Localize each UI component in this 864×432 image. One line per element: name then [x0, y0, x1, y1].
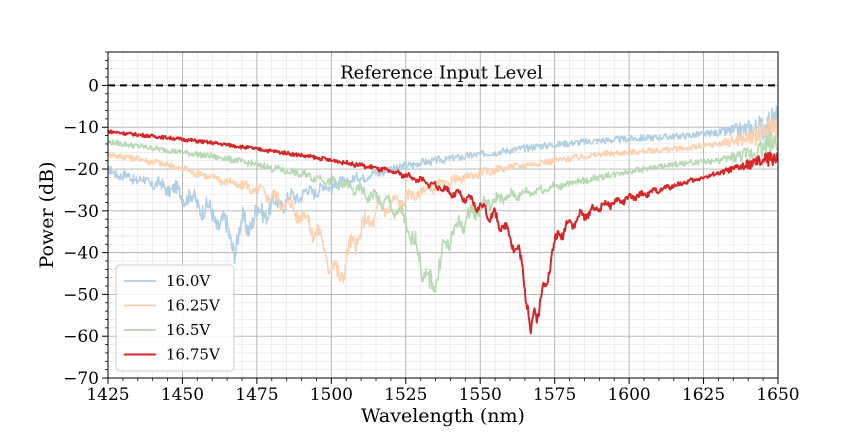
series-line-16.0V — [108, 105, 778, 265]
y-tick-label: −40 — [63, 244, 99, 264]
x-tick-label: 1575 — [533, 385, 576, 405]
series-line-16.5V — [108, 132, 778, 293]
series-line-16.25V — [108, 114, 778, 284]
reference-label: Reference Input Level — [340, 62, 543, 83]
x-tick-label: 1425 — [86, 385, 129, 405]
x-tick-label: 1650 — [756, 385, 799, 405]
x-tick-label: 1525 — [384, 385, 427, 405]
legend-label: 16.75V — [166, 346, 221, 364]
y-tick-label: 0 — [88, 76, 99, 96]
y-tick-label: −30 — [63, 202, 99, 222]
y-tick-label: −20 — [63, 160, 99, 180]
legend-label: 16.25V — [166, 297, 221, 315]
x-tick-label: 1450 — [161, 385, 204, 405]
y-tick-label: −60 — [63, 327, 99, 347]
x-tick-label: 1500 — [310, 385, 353, 405]
legend-label: 16.0V — [166, 272, 211, 290]
x-tick-label: 1600 — [607, 385, 650, 405]
x-tick-label: 1625 — [682, 385, 725, 405]
minor-grid — [108, 51, 778, 378]
series-lines — [108, 105, 778, 335]
legend-label: 16.5V — [166, 321, 211, 339]
x-tick-label: 1475 — [235, 385, 278, 405]
axis-ticks: 1425 1450 1475 1500 1525 1550 1575 1600 1625 1650… — [63, 51, 800, 405]
y-axis-label: Power (dB) — [36, 161, 58, 268]
plot-frame — [107, 51, 779, 379]
series-line-16.75V — [108, 129, 778, 335]
y-tick-label: −50 — [63, 285, 99, 305]
x-axis-label: Wavelength (nm) — [361, 405, 525, 427]
y-tick-label: −70 — [63, 369, 99, 389]
y-tick-label: −10 — [63, 118, 99, 138]
legend-box — [115, 264, 235, 372]
legend: 16.0V 16.25V 16.5V 16.75V — [115, 264, 235, 372]
plot-area — [108, 105, 778, 335]
x-tick-label: 1550 — [459, 385, 502, 405]
